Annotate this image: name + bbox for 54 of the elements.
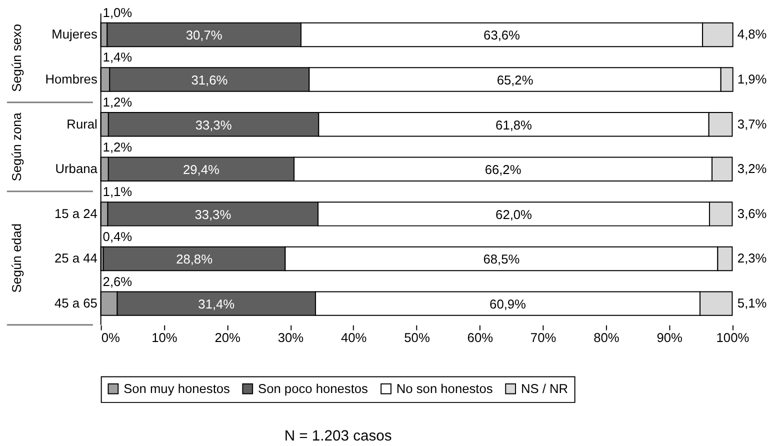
data-label: 1,4% bbox=[102, 50, 132, 65]
legend-label: No son honestos bbox=[396, 380, 493, 396]
data-label: 33,3% bbox=[194, 206, 232, 222]
y-tick-label: Hombres bbox=[45, 71, 98, 86]
x-tick-label: 0% bbox=[101, 330, 120, 346]
x-tick-label: 100% bbox=[716, 330, 750, 346]
y-tick-label: 25 a 44 bbox=[54, 250, 98, 266]
data-label: 30,7% bbox=[186, 28, 222, 43]
y-tick-label: 15 a 24 bbox=[54, 206, 98, 221]
data-label: 28,8% bbox=[176, 252, 212, 267]
y-tick-label: Urbana bbox=[55, 161, 98, 176]
legend-label: Son muy honestos bbox=[124, 380, 230, 396]
data-label: 62,0% bbox=[496, 206, 532, 222]
data-label: 4,8% bbox=[737, 26, 767, 42]
legend-label: NS / NR bbox=[520, 380, 568, 396]
x-tick-label: 40% bbox=[341, 330, 367, 346]
data-label: 66,2% bbox=[484, 162, 522, 178]
data-label: 3,7% bbox=[737, 116, 767, 132]
x-tick-label: 20% bbox=[214, 330, 240, 346]
data-label: 63,6% bbox=[484, 28, 520, 43]
data-label: 1,1% bbox=[102, 184, 132, 200]
x-tick-label: 50% bbox=[404, 330, 430, 346]
data-label: 3,6% bbox=[737, 206, 767, 221]
data-label: 2,6% bbox=[102, 274, 132, 289]
data-label: 33,3% bbox=[195, 117, 232, 132]
data-label: 3,2% bbox=[737, 161, 767, 176]
data-label: 61,8% bbox=[496, 117, 532, 132]
x-tick-label: 80% bbox=[594, 330, 620, 346]
data-label: 1,9% bbox=[737, 71, 767, 86]
x-tick-label: 10% bbox=[152, 330, 178, 346]
data-label: 5,1% bbox=[737, 296, 767, 311]
data-label: 60,9% bbox=[490, 296, 526, 312]
text: Según edad bbox=[8, 223, 24, 293]
data-label: 29,4% bbox=[183, 162, 220, 178]
data-label: 31,6% bbox=[191, 72, 228, 88]
data-label: 1,0% bbox=[102, 4, 132, 20]
y-tick-label: Rural bbox=[66, 116, 98, 132]
data-label: 0,4% bbox=[102, 228, 132, 244]
data-label: 65,2% bbox=[496, 72, 534, 88]
text: N = 1.203 casos bbox=[284, 428, 392, 444]
text: Según zona bbox=[8, 112, 24, 182]
legend-label: Son poco honestos bbox=[258, 380, 368, 396]
data-label: 1,2% bbox=[102, 139, 132, 154]
text: Según sexo bbox=[8, 24, 24, 92]
y-tick-label: Mujeres bbox=[52, 26, 98, 42]
data-label: 2,3% bbox=[737, 250, 767, 266]
data-label: 1,2% bbox=[102, 94, 132, 110]
data-label: 68,5% bbox=[483, 252, 520, 267]
x-tick-label: 70% bbox=[530, 330, 556, 346]
y-tick-label: 45 a 65 bbox=[54, 296, 98, 311]
x-tick-label: 90% bbox=[656, 330, 682, 346]
data-label: 31,4% bbox=[198, 296, 235, 312]
x-tick-label: 60% bbox=[467, 330, 494, 346]
x-tick-label: 30% bbox=[278, 330, 304, 346]
